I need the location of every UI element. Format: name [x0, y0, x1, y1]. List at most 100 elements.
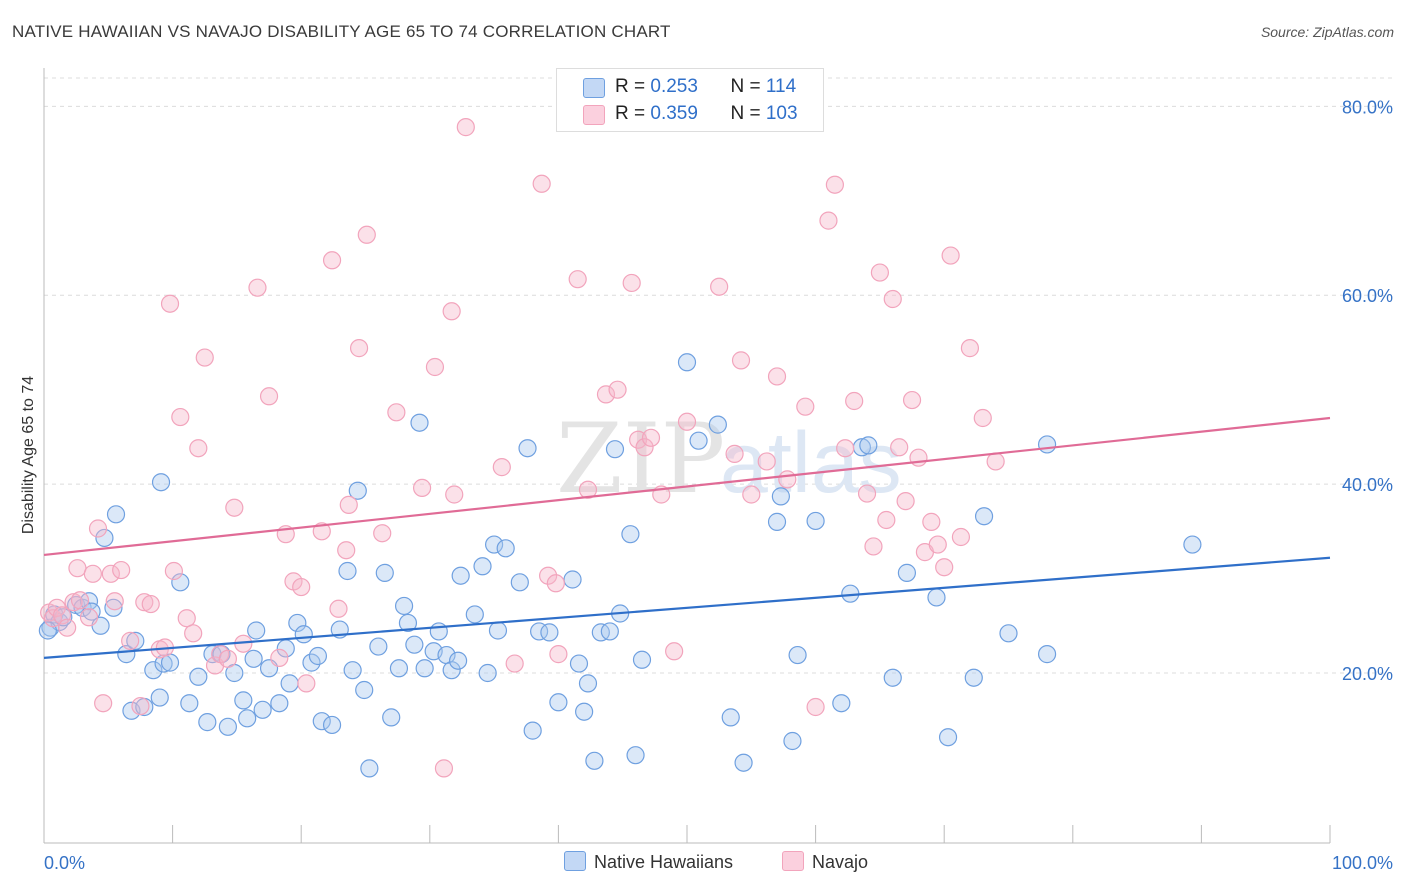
native-hawaiians-point — [234, 691, 253, 710]
native-hawaiians-point — [410, 413, 429, 432]
stats-legend: R = 0.253 N = 114 R = 0.359 N = 103 — [556, 68, 824, 132]
navajo-point — [909, 448, 928, 467]
navajo-point — [329, 599, 348, 618]
native-hawaiians-point — [355, 680, 374, 700]
navajo-point — [79, 608, 99, 627]
navajo-point — [767, 367, 787, 386]
grid-lines — [44, 77, 1393, 674]
navajo-point — [195, 348, 214, 367]
navajo-point — [883, 289, 902, 309]
native-hawaiians-point — [150, 688, 169, 707]
navajo-point — [819, 211, 838, 230]
legend-r-label: R = — [615, 76, 651, 97]
navajo-point — [928, 535, 947, 554]
navajo-point — [88, 519, 108, 538]
y-tick-label: 80.0% — [1342, 97, 1393, 117]
navajo-point — [160, 294, 180, 313]
native-hawaiians-point — [767, 512, 787, 531]
navajo-point — [857, 484, 877, 503]
navajo-point — [568, 270, 587, 289]
navajo-point — [322, 251, 342, 270]
native-hawaiians-point — [238, 709, 257, 728]
native-hawaiians-point — [95, 528, 114, 548]
source-label: Source: ZipAtlas.com — [1260, 24, 1394, 40]
y-tick-labels: 20.0% 40.0% 60.0% 80.0% — [1342, 97, 1393, 684]
native-hawaiians-point — [244, 649, 263, 668]
native-hawaiians-point — [806, 511, 825, 531]
native-hawaiians-point — [448, 651, 468, 670]
navajo-point — [578, 480, 598, 499]
navajo-point — [442, 302, 461, 321]
navajo-point — [171, 407, 190, 427]
legend-label-navajo: Navajo — [812, 852, 869, 872]
native-hawaiians-point — [451, 566, 470, 585]
navajo-point — [412, 478, 432, 497]
native-hawaiians-point — [144, 661, 163, 680]
legend-r-value: 0.253 — [650, 76, 698, 97]
native-hawaiians-point — [1183, 535, 1202, 554]
legend-swatch-blue — [564, 851, 586, 871]
navajo-point — [902, 390, 922, 410]
native-hawaiians-point — [360, 759, 379, 778]
native-hawaiians-point — [338, 561, 357, 581]
navajo-point — [456, 118, 475, 137]
navajo-point — [622, 273, 641, 293]
native-hawaiians-point — [485, 535, 504, 554]
native-hawaiians-point — [721, 708, 740, 727]
native-hawaiians-point — [375, 563, 394, 582]
native-hawaiians-point — [189, 667, 208, 686]
navajo-point — [836, 439, 855, 458]
native-hawaiians-point — [632, 650, 652, 669]
native-hawaiians-point — [1037, 435, 1057, 454]
navajo-point — [973, 408, 992, 428]
navajo-point — [757, 452, 776, 471]
chart-title: NATIVE HAWAIIAN VS NAVAJO DISABILITY AGE… — [12, 22, 671, 41]
legend-item-navajo: Navajo — [782, 851, 868, 873]
native-hawaiians-point — [106, 505, 126, 524]
navajo-point — [248, 278, 267, 297]
navajo-point — [825, 175, 844, 194]
navajo-point — [951, 527, 971, 547]
navajo-point — [960, 339, 980, 358]
native-hawaiians-point — [294, 625, 313, 644]
native-hawaiians-point — [621, 525, 640, 544]
navajo-point — [225, 498, 244, 517]
legend-item-native-hawaiians: Native Hawaiians — [564, 851, 733, 873]
navajo-point — [941, 246, 960, 265]
navajo-point — [83, 564, 102, 583]
navajo-point — [890, 438, 909, 457]
navajo-point — [596, 385, 616, 404]
navajo-point — [339, 495, 358, 514]
navajo-point — [297, 674, 316, 693]
native-hawaiians-point — [154, 654, 173, 673]
watermark-atlas: atlas — [720, 415, 902, 511]
native-hawaiians-point — [442, 661, 461, 680]
native-hawaiians-point — [677, 353, 697, 372]
navajo-point — [710, 277, 729, 296]
native-hawaiians-point — [734, 753, 753, 772]
native-hawaiians-point — [771, 487, 790, 506]
navajo-point — [68, 559, 87, 578]
legend-r-label: R = — [615, 103, 651, 124]
native-hawaiians-point — [198, 713, 217, 732]
navajo-point — [434, 759, 454, 778]
navajo-point — [608, 380, 627, 399]
native-hawaiians-point — [280, 674, 299, 693]
native-hawaiians-point — [180, 694, 199, 713]
native-hawaiians-point — [302, 653, 321, 672]
navajo-point — [135, 593, 154, 612]
navajo-point — [357, 225, 376, 244]
navajo-point — [445, 485, 464, 504]
native-hawaiians-point — [832, 694, 851, 713]
navajo-point — [532, 174, 551, 193]
native-hawaiians-point — [322, 715, 342, 735]
navajo-point — [492, 458, 511, 477]
native-hawaiians-point — [974, 507, 994, 526]
navajo-point — [184, 624, 203, 643]
navajo-point — [731, 351, 751, 370]
navajo-point — [677, 412, 697, 431]
native-hawaiians-point — [1037, 645, 1057, 664]
navajo-point — [337, 541, 356, 560]
native-hawaiians-point — [104, 598, 123, 617]
axes — [43, 68, 1331, 844]
